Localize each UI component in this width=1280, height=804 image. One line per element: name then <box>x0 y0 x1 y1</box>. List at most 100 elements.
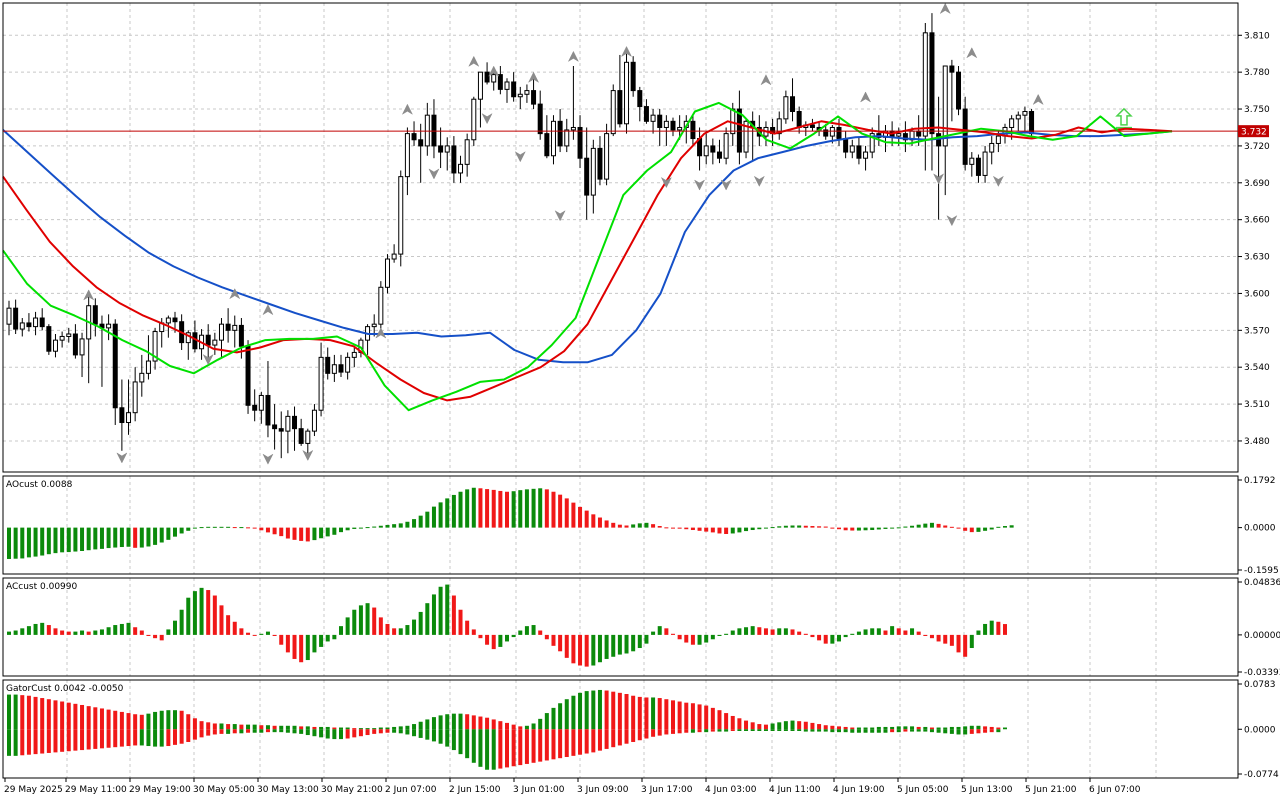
bull-candle-body <box>477 71 483 100</box>
ac-bar <box>458 609 463 635</box>
bear-candle-body <box>411 133 417 141</box>
ao-bar <box>863 527 868 531</box>
gator-upper-bar <box>710 707 715 730</box>
ao-bar <box>498 490 503 528</box>
gator-upper-bar <box>173 710 177 730</box>
gator-lower-bar <box>126 729 131 747</box>
candlestick <box>338 354 344 378</box>
bull-candle-body <box>318 356 324 411</box>
ao-bar <box>637 523 642 528</box>
bull-candle-body <box>305 430 311 444</box>
ao-bar <box>810 526 815 528</box>
price-axis-label: 3.780 <box>1244 68 1270 78</box>
gator-upper-bar <box>883 726 888 730</box>
ao-bar <box>823 526 828 528</box>
fractal-down-icon <box>202 353 214 366</box>
bear-candle-body <box>637 90 643 108</box>
ac-bar <box>637 634 642 649</box>
ao-bar <box>305 527 310 542</box>
ao-bar <box>80 527 85 552</box>
gator-upper-bar <box>671 700 675 730</box>
ao-bar <box>46 527 51 555</box>
candlestick <box>809 118 815 132</box>
gator-upper-bar <box>783 721 788 730</box>
gator-upper-bar <box>903 726 908 730</box>
gator-upper-bar <box>465 714 470 730</box>
ac-bar <box>345 617 350 635</box>
time-axis-label: 5 Jun 05:00 <box>897 785 949 795</box>
ao-bar <box>451 494 456 528</box>
gator-upper-bar <box>763 724 768 730</box>
indicator-axis-label: 0.0000 <box>1244 725 1276 735</box>
gator-upper-bar <box>106 709 111 730</box>
gator-upper-bar <box>358 728 363 730</box>
gator-upper-bar <box>1003 727 1007 730</box>
bull-candle-body <box>391 253 397 260</box>
gator-upper-bar <box>93 707 98 730</box>
gator-upper-bar <box>564 699 569 730</box>
gator-upper-bar <box>40 698 45 730</box>
fractal-down-icon <box>932 173 945 185</box>
bear-candle-body <box>597 147 603 180</box>
gator-upper-bar <box>285 725 290 730</box>
gator-lower-bar <box>544 729 549 761</box>
ac-bar <box>491 634 496 650</box>
ac-bar <box>139 630 144 635</box>
bull-candle-body <box>52 339 58 352</box>
indicator-axis-label: 0.00000 <box>1244 631 1280 641</box>
gator-lower-bar <box>458 729 463 755</box>
ac-bar <box>80 630 85 635</box>
bear-candle-body <box>1029 110 1035 135</box>
price-axis-label: 3.660 <box>1244 216 1270 226</box>
ao-bar <box>159 527 164 543</box>
ao-bar <box>86 527 91 551</box>
ac-bar <box>903 630 908 635</box>
gator-upper-bar <box>617 692 622 730</box>
time-axis-label: 30 May 05:00 <box>193 785 255 795</box>
gator-lower-bar <box>412 729 417 737</box>
gator-upper-bar <box>265 725 270 730</box>
time-axis-label: 2 Jun 07:00 <box>385 785 437 795</box>
candlestick <box>803 121 809 137</box>
bear-candle-body <box>119 407 125 424</box>
fractal-up-icon <box>83 289 95 301</box>
gator-lower-bar <box>106 729 111 748</box>
gator-lower-bar <box>378 729 383 734</box>
candlestick <box>33 311 39 336</box>
candlestick <box>604 123 610 186</box>
candlestick <box>617 54 623 128</box>
gator-lower-bar <box>843 729 848 733</box>
gator-lower-bar <box>398 729 403 734</box>
candlestick <box>258 391 264 424</box>
candlestick <box>936 96 942 220</box>
fractal-up-icon <box>966 47 978 59</box>
ao-bar <box>604 520 609 528</box>
bear-candle-body <box>856 145 862 159</box>
ac-bar <box>372 607 377 635</box>
gator-upper-bar <box>631 695 636 730</box>
bull-candle-body <box>331 364 337 374</box>
gator-lower-bar <box>272 729 277 733</box>
ao-bar <box>186 527 191 531</box>
candlestick <box>318 342 324 417</box>
gator-upper-bar <box>843 726 848 730</box>
gator-lower-bar <box>976 729 981 734</box>
candlestick <box>544 115 550 159</box>
candlestick <box>624 53 630 134</box>
ac-bar <box>710 634 715 640</box>
gator-upper-bar <box>206 722 211 730</box>
gator-upper-bar <box>983 726 988 730</box>
ao-bar <box>710 527 715 533</box>
bear-candle-body <box>836 126 842 140</box>
gator-lower-bar <box>677 729 682 734</box>
ac-bar <box>13 630 18 635</box>
gator-lower-bar <box>279 729 284 733</box>
candlestick <box>511 72 517 102</box>
ao-bar <box>697 527 702 531</box>
bear-candle-body <box>657 114 663 128</box>
ao-bar <box>133 527 138 548</box>
ao-bar <box>352 527 357 529</box>
ao-bar <box>671 527 675 529</box>
